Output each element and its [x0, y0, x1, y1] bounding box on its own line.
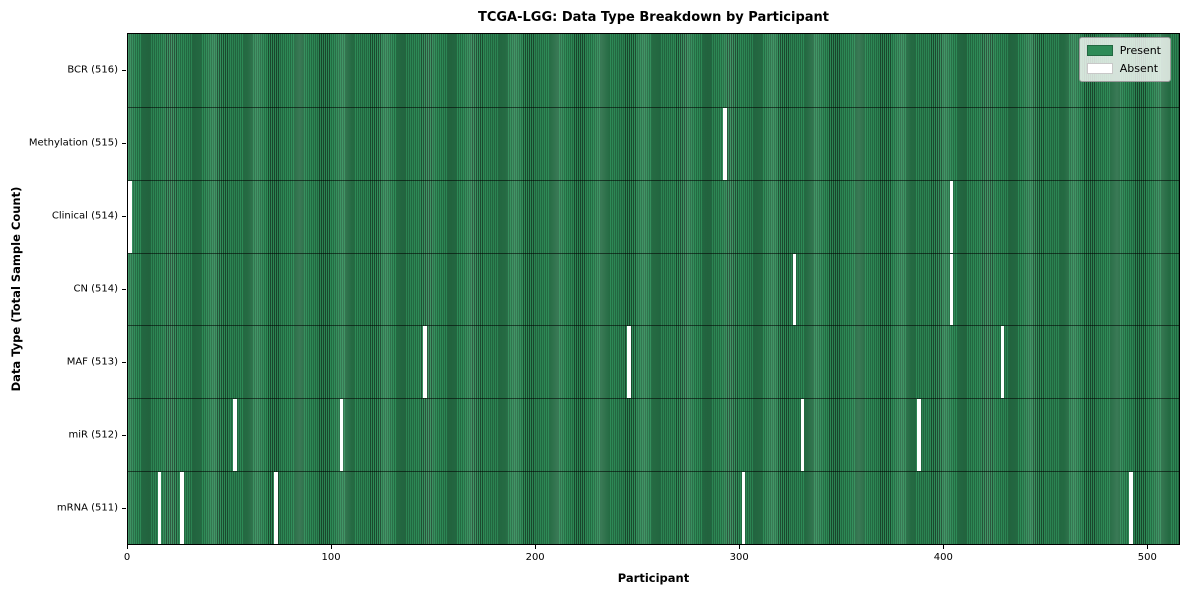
x-tick — [739, 545, 741, 549]
y-tick — [122, 69, 126, 71]
absent-marker — [627, 326, 631, 399]
legend-item-absent: Absent — [1086, 62, 1161, 75]
absent-marker — [1129, 472, 1133, 544]
heatmap-row-methylation — [128, 106, 1179, 180]
absent-marker — [180, 472, 184, 544]
absent-marker — [800, 399, 805, 472]
absent-marker — [1000, 326, 1005, 399]
heatmap-row-bcr — [128, 34, 1179, 107]
absent-marker — [949, 253, 954, 326]
y-tick — [122, 289, 126, 290]
absent-marker — [233, 399, 237, 472]
y-tick-label: BCR (516) — [67, 64, 118, 76]
present-swatch — [1086, 45, 1113, 56]
chart-title: TCGA-LGG: Data Type Breakdown by Partici… — [477, 10, 830, 25]
y-tick-label: Methylation (515) — [28, 137, 118, 149]
x-tick-label: 0 — [123, 552, 131, 563]
x-axis-label: Participant — [617, 571, 690, 585]
y-tick-label: MAF (513) — [66, 356, 118, 368]
legend-label-present: Present — [1119, 44, 1161, 57]
y-tick-label: miR (512) — [68, 429, 118, 441]
absent-marker — [741, 472, 746, 544]
x-tick-label: 200 — [525, 552, 545, 563]
absent-marker — [339, 399, 343, 472]
heatmap-row-cn — [128, 252, 1179, 326]
legend-item-present: Present — [1086, 44, 1161, 57]
x-tick — [1147, 545, 1149, 549]
x-tick — [331, 545, 333, 549]
heatmap-row-maf — [128, 325, 1179, 399]
x-tick-label: 400 — [933, 552, 953, 563]
absent-marker — [917, 399, 921, 472]
y-tick — [122, 435, 126, 437]
absent-marker — [423, 326, 427, 399]
x-tick-label: 100 — [321, 552, 341, 563]
x-tick — [943, 545, 945, 549]
y-tick-label: CN (514) — [73, 283, 118, 295]
x-tick-label: 300 — [729, 552, 749, 563]
x-tick — [127, 545, 128, 549]
absent-marker — [949, 180, 954, 253]
y-tick-label: Clinical (514) — [51, 210, 118, 222]
y-tick-label: mRNA (511) — [56, 502, 118, 514]
absent-swatch — [1086, 63, 1113, 74]
heatmap-row-clinical — [128, 179, 1179, 253]
legend-label-absent: Absent — [1119, 62, 1159, 75]
y-tick — [122, 142, 126, 144]
y-tick — [122, 362, 126, 364]
absent-marker — [792, 253, 797, 326]
absent-marker — [274, 472, 278, 544]
x-tick-label: 500 — [1137, 552, 1157, 563]
heatmap-row-mrna — [128, 471, 1179, 544]
absent-marker — [128, 180, 132, 253]
y-tick — [122, 508, 126, 510]
legend: Present Absent — [1078, 37, 1171, 82]
y-tick — [122, 215, 126, 217]
absent-marker — [157, 472, 162, 544]
absent-marker — [723, 107, 727, 180]
plot-area: Present Absent — [127, 33, 1180, 545]
x-tick — [535, 545, 537, 549]
heatmap-row-mir — [128, 398, 1179, 472]
